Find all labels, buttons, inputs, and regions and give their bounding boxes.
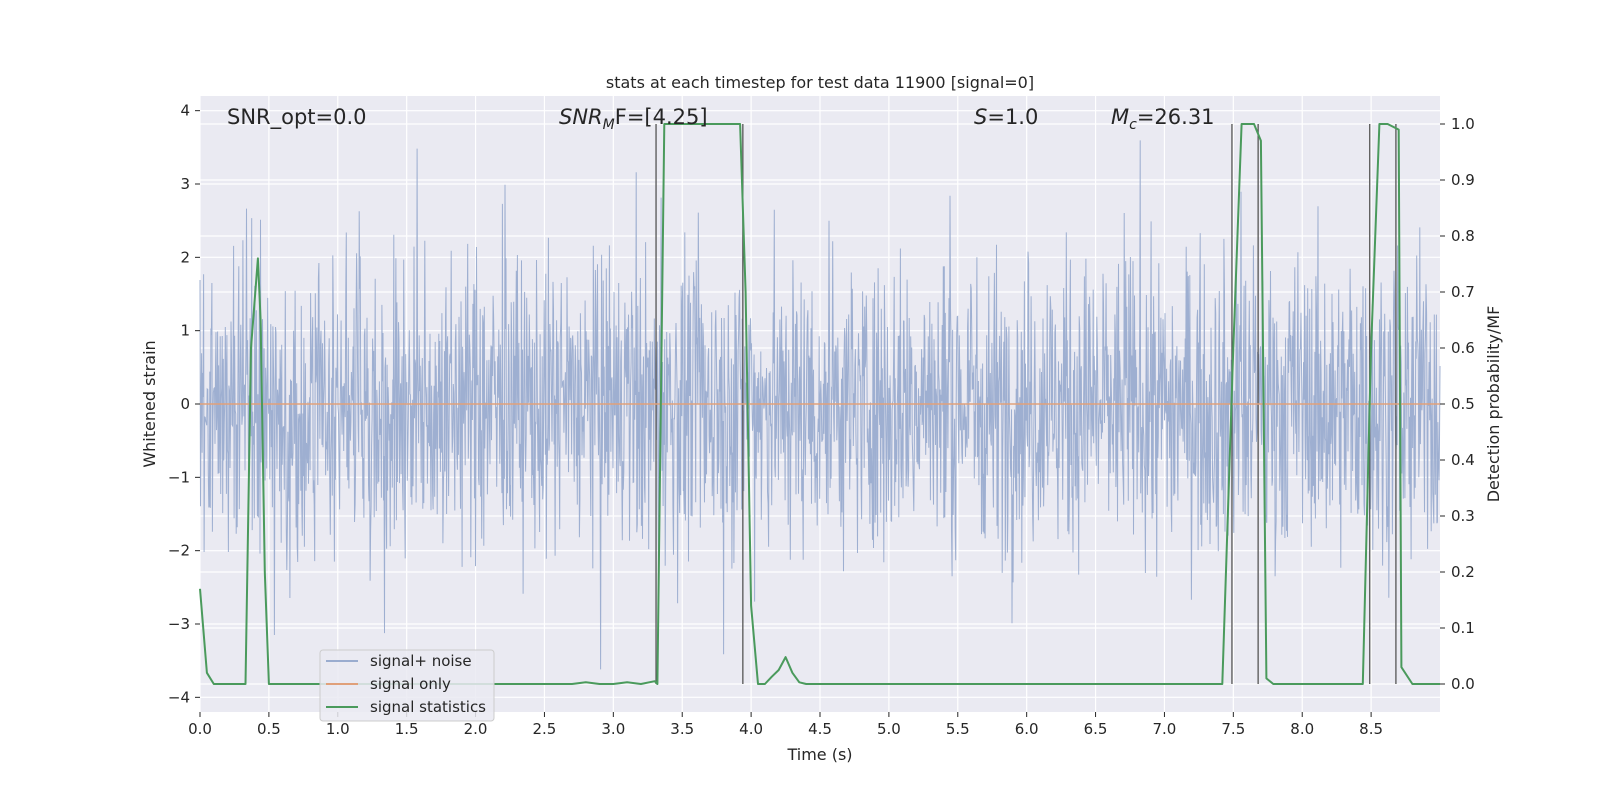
x-tick-label: 2.5	[533, 720, 557, 738]
y-tick-label: 0	[180, 395, 190, 413]
s-suffix: =1.0	[987, 105, 1038, 129]
y-tick-label: 1	[180, 322, 190, 340]
y2-tick-label: 0.5	[1451, 395, 1475, 413]
y2-tick-label: 0.7	[1451, 283, 1475, 301]
y-ticks: 4 3 2 1 0 −1 −2 −3 −4	[168, 102, 200, 706]
y2-tick-label: 0.4	[1451, 451, 1475, 469]
y2-tick-label: 0.3	[1451, 507, 1475, 525]
series-signal-statistics	[199, 123, 1440, 685]
x-tick-label: 6.0	[1015, 720, 1039, 738]
y2-tick-label: 0.2	[1451, 563, 1475, 581]
legend-label-signal-noise: signal+ noise	[370, 652, 472, 670]
x-tick-label: 0.5	[257, 720, 281, 738]
x-tick-label: 7.5	[1221, 720, 1245, 738]
annotation-snr-opt: SNR_opt=0.0	[227, 105, 367, 130]
legend-label-signal-statistics: signal statistics	[370, 698, 486, 716]
x-tick-label: 0.0	[188, 720, 212, 738]
series-lines	[199, 123, 1440, 685]
x-tick-label: 3.0	[601, 720, 625, 738]
legend-box	[319, 649, 495, 722]
annotation-mc: Mc=26.31	[1111, 105, 1215, 133]
y2-tick-label: 0.9	[1451, 171, 1475, 189]
x-tick-label: 8.0	[1290, 720, 1314, 738]
x-tick-label: 4.0	[739, 720, 763, 738]
x-tick-label: 7.0	[1153, 720, 1177, 738]
x-tick-label: 5.5	[946, 720, 970, 738]
mc-suffix: =26.31	[1137, 105, 1215, 129]
x-tick-label: 2.0	[464, 720, 488, 738]
y-tick-label: −1	[168, 468, 190, 486]
y-tick-label: −4	[168, 688, 190, 706]
y-tick-label: 2	[180, 248, 190, 266]
x-tick-label: 6.5	[1084, 720, 1108, 738]
mc-prefix: M	[1111, 105, 1129, 129]
y-axis-label: Whitened strain	[140, 340, 159, 467]
x-ticks: 0.0 0.5 1.0 1.5 2.0 2.5 3.0 3.5 4.0 4.5 5.0 5.5 6.0 6…	[188, 712, 1383, 738]
y2-tick-label: 0.1	[1451, 619, 1475, 637]
y2-tick-label: 0.0	[1451, 675, 1475, 693]
legend-label-signal-only: signal only	[370, 675, 451, 693]
noise-trace	[199, 140, 1441, 670]
y2-ticks: 1.0 0.9 0.8 0.7 0.6 0.5 0.4 0.3 0.2 0.1 0.0	[1440, 115, 1475, 693]
y2-tick-label: 0.8	[1451, 227, 1475, 245]
legend: signal+ noise signal only signal statist…	[319, 649, 495, 722]
x-tick-label: 8.5	[1359, 720, 1383, 738]
annotation-snr-mf: SNRMF=[4.25]	[559, 105, 708, 133]
y2-tick-label: 0.6	[1451, 339, 1475, 357]
y-tick-label: −3	[168, 615, 190, 633]
y-tick-label: 3	[180, 175, 190, 193]
series-signal-noise	[199, 140, 1441, 670]
mc-sub: c	[1129, 117, 1137, 133]
chart-title: stats at each timestep for test data 119…	[606, 73, 1034, 92]
x-tick-label: 1.5	[395, 720, 419, 738]
y2-axis-label: Detection probability/MF	[1484, 306, 1503, 503]
snr-mf-sub: M	[603, 117, 615, 133]
snr-mf-suffix: F=[4.25]	[615, 105, 708, 129]
snr-mf-prefix: SNR	[559, 105, 603, 129]
y2-tick-label: 1.0	[1451, 115, 1475, 133]
y-tick-label: −2	[168, 542, 190, 560]
y-tick-label: 4	[180, 102, 190, 120]
s-prefix: S	[974, 105, 987, 129]
x-tick-label: 5.0	[877, 720, 901, 738]
x-axis-label: Time (s)	[786, 745, 852, 764]
x-tick-label: 3.5	[670, 720, 694, 738]
x-tick-label: 1.0	[326, 720, 350, 738]
x-tick-label: 4.5	[808, 720, 832, 738]
annotation-s: S=1.0	[974, 105, 1038, 129]
